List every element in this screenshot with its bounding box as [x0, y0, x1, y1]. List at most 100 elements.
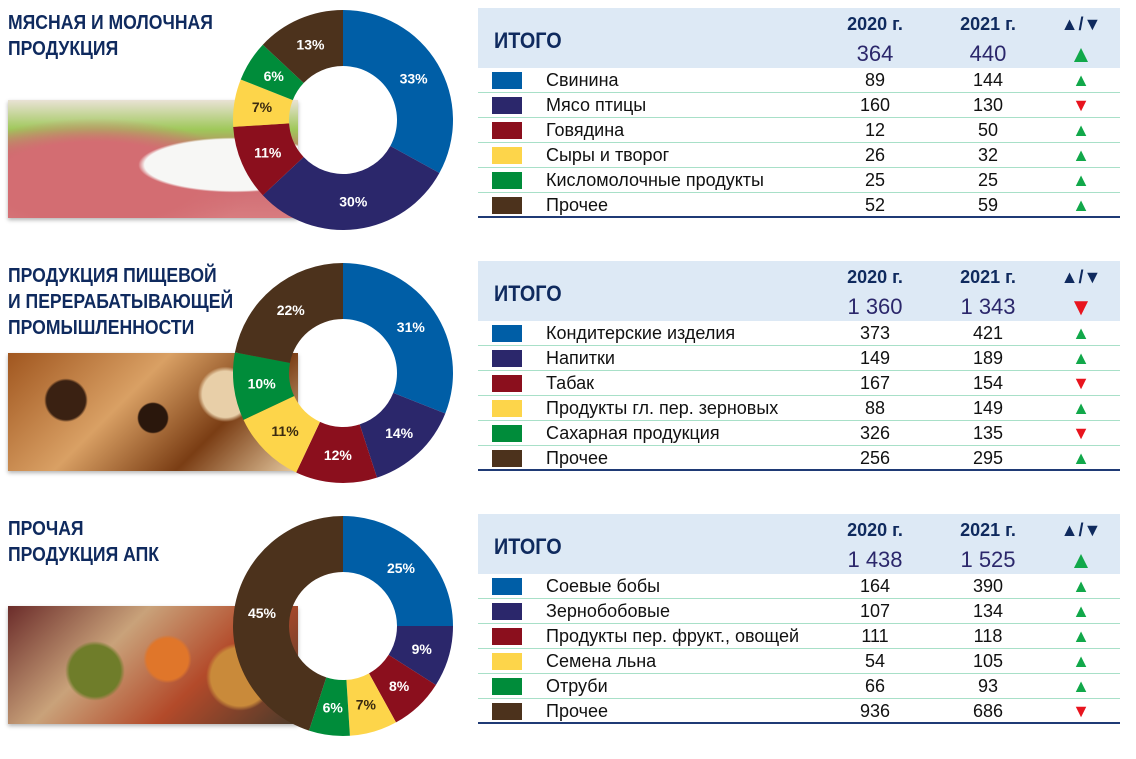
slice-label: 25% [387, 560, 416, 576]
donut-slice [343, 263, 453, 414]
table-row: Сыры и творог 26 32 ▲ [478, 143, 1120, 168]
table-row: Соевые бобы 164 390 ▲ [478, 574, 1120, 599]
total-label: ИТОГО [494, 281, 562, 306]
trend-up-icon: ▲ [1072, 398, 1090, 418]
legend-swatch [492, 350, 522, 367]
slice-label: 45% [248, 605, 277, 621]
slice-label: 6% [264, 68, 285, 84]
category-label: Соевые бобы [546, 576, 661, 596]
slice-label: 30% [339, 193, 368, 209]
donut-slice [233, 79, 293, 127]
donut-slice [233, 123, 304, 196]
donut-slice [234, 263, 343, 363]
slice-label: 11% [254, 145, 282, 161]
trend-up-icon: ▲ [1072, 676, 1090, 696]
total-trend-up-icon: ▲ [1069, 547, 1093, 574]
table-row: Продукты пер. фрукт., овощей 111 118 ▲ [478, 624, 1120, 649]
data-table: ИТОГО 2020 г. 2021 г. ▲/▼ 1 360 1 343 ▼ … [478, 261, 1120, 471]
value-2020: 107 [859, 601, 891, 621]
value-2020: 89 [864, 70, 886, 90]
legend-swatch [492, 172, 522, 189]
category-label: Отруби [546, 676, 608, 696]
category-label: Прочее [546, 195, 608, 215]
value-2021: 295 [972, 448, 1004, 468]
table-row: Кондитерские изделия 373 421 ▲ [478, 321, 1120, 346]
trend-up-icon: ▲ [1072, 448, 1090, 468]
data-table: ИТОГО 2020 г. 2021 г. ▲/▼ 364 440 ▲ Свин… [478, 8, 1120, 218]
legend-swatch [492, 375, 522, 392]
table-row: Мясо птицы 160 130 ▼ [478, 93, 1120, 118]
trend-up-icon: ▲ [1072, 120, 1090, 140]
value-2020: 66 [864, 676, 886, 696]
donut-slice [262, 10, 343, 84]
category-label: Напитки [546, 348, 615, 368]
slice-label: 7% [252, 99, 273, 115]
trend-up-icon: ▲ [1072, 601, 1090, 621]
donut-chart: 25% 9% 8% 7% 6% 45% [233, 516, 453, 736]
category-label: Свинина [546, 70, 619, 90]
table-row: Говядина 12 50 ▲ [478, 118, 1120, 143]
value-2020: 167 [859, 373, 891, 393]
section-3: ПРОЧАЯ ПРОДУКЦИЯ АПК 25% 9% 8% 7% 6% 45% ИТОГ… [0, 506, 1136, 759]
legend-swatch [492, 72, 522, 89]
category-label: Табак [546, 373, 594, 393]
slice-label: 11% [271, 423, 299, 439]
value-2020: 25 [864, 170, 886, 190]
slice-label: 10% [248, 375, 277, 391]
value-2020: 12 [864, 120, 886, 140]
trend-up-icon: ▲ [1072, 626, 1090, 646]
table-row: Семена льна 54 105 ▲ [478, 649, 1120, 674]
slice-label: 6% [323, 699, 344, 715]
table-row: Прочее 256 295 ▲ [478, 446, 1120, 471]
trend-down-icon: ▼ [1072, 701, 1090, 721]
donut-slice [233, 516, 343, 731]
legend-swatch [492, 425, 522, 442]
donut-slice [369, 654, 436, 723]
legend-swatch [492, 450, 522, 467]
donut-slice [243, 395, 321, 473]
slice-label: 33% [400, 70, 429, 86]
legend-swatch [492, 703, 522, 720]
trend-up-icon: ▲ [1072, 145, 1090, 165]
total-trend-up-icon: ▲ [1069, 41, 1093, 68]
value-2020: 149 [859, 348, 891, 368]
value-2020: 26 [864, 145, 886, 165]
table-header: ИТОГО 2020 г. 2021 г. ▲/▼ 1 360 1 343 ▼ [478, 261, 1120, 321]
section-title: МЯСНАЯ И МОЛОЧНАЯ ПРОДУКЦИЯ [8, 12, 213, 60]
donut-chart: 33% 30% 11% 7% 6% 13% [233, 10, 453, 230]
value-2021: 59 [977, 195, 999, 215]
trend-header: ▲/▼ [1060, 267, 1102, 287]
year-2020-header: 2020 г. [847, 14, 903, 34]
value-2021: 154 [972, 373, 1004, 393]
section-2: ПРОДУКЦИЯ ПИЩЕВОЙ И ПЕРЕРАБАТЫВАЮЩЕЙ ПРО… [0, 253, 1136, 506]
year-2020-header: 2020 г. [847, 520, 903, 540]
donut-slice [233, 352, 295, 420]
legend-swatch [492, 400, 522, 417]
value-2020: 936 [859, 701, 891, 721]
total-2020: 364 [856, 41, 894, 66]
trend-up-icon: ▲ [1072, 348, 1090, 368]
table-row: Сахарная продукция 326 135 ▼ [478, 421, 1120, 446]
value-2021: 118 [973, 626, 1003, 646]
value-2021: 134 [972, 601, 1004, 621]
table-row: Прочее 52 59 ▲ [478, 193, 1120, 218]
year-2021-header: 2021 г. [960, 14, 1016, 34]
table-row: Отруби 66 93 ▲ [478, 674, 1120, 699]
trend-up-icon: ▲ [1072, 170, 1090, 190]
table-row: Зернобобовые 107 134 ▲ [478, 599, 1120, 624]
table-header: ИТОГО 2020 г. 2021 г. ▲/▼ 1 438 1 525 ▲ [478, 514, 1120, 574]
category-label: Прочее [546, 448, 608, 468]
year-2021-header: 2021 г. [960, 267, 1016, 287]
value-2021: 105 [972, 651, 1004, 671]
value-2020: 88 [864, 398, 886, 418]
slice-label: 13% [296, 37, 325, 53]
trend-header: ▲/▼ [1060, 14, 1102, 34]
value-2020: 52 [864, 195, 886, 215]
table-row: Табак 167 154 ▼ [478, 371, 1120, 396]
total-2021: 1 525 [960, 547, 1016, 572]
value-2021: 25 [977, 170, 999, 190]
category-label: Семена льна [546, 651, 657, 671]
section-1: МЯСНАЯ И МОЛОЧНАЯ ПРОДУКЦИЯ 33% 30% 11% 7% 6… [0, 0, 1136, 253]
total-2020: 1 438 [847, 547, 903, 572]
category-label: Продукты гл. пер. зерновых [546, 398, 779, 418]
